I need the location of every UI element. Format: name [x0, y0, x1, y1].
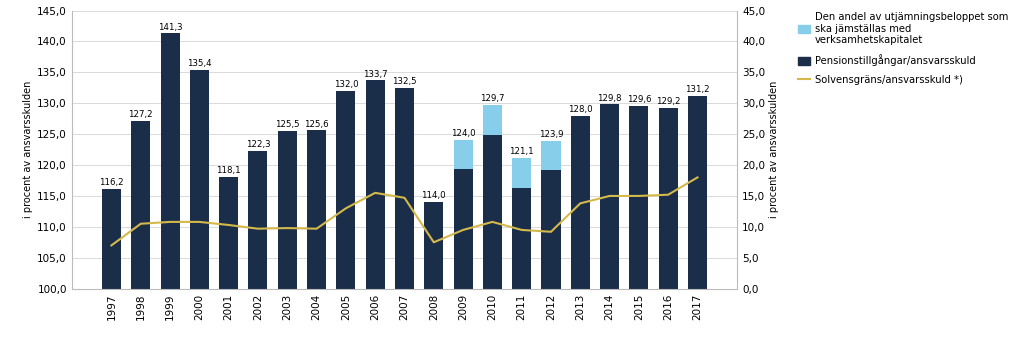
Text: 122,3: 122,3 — [246, 140, 270, 149]
Text: 141,3: 141,3 — [158, 23, 182, 32]
Text: 124,0: 124,0 — [451, 130, 475, 138]
Bar — [570, 115, 590, 289]
Bar — [658, 108, 678, 289]
Text: 125,6: 125,6 — [304, 120, 329, 128]
Bar — [542, 170, 560, 289]
Y-axis label: i procent av ansvarsskulden: i procent av ansvarsskulden — [23, 81, 33, 218]
Legend: Den andel av utjämningsbeloppet som
ska jämställas med
verksamhetskapitalet, Pen: Den andel av utjämningsbeloppet som ska … — [796, 10, 1010, 87]
Text: 129,8: 129,8 — [597, 94, 622, 103]
Text: 129,2: 129,2 — [656, 98, 681, 106]
Bar — [189, 70, 209, 289]
Bar — [483, 136, 502, 289]
Bar — [424, 202, 443, 289]
Bar — [600, 105, 620, 289]
Bar — [542, 141, 560, 170]
Bar — [278, 131, 297, 289]
Text: 132,0: 132,0 — [334, 80, 358, 89]
Text: 135,4: 135,4 — [187, 59, 212, 68]
Bar — [512, 158, 531, 188]
Bar — [161, 33, 179, 289]
Bar — [454, 169, 473, 289]
Bar — [249, 151, 267, 289]
Text: 116,2: 116,2 — [99, 178, 124, 187]
Text: 129,7: 129,7 — [480, 94, 505, 103]
Bar — [307, 131, 326, 289]
Bar — [102, 189, 121, 289]
Bar — [454, 140, 473, 169]
Text: 133,7: 133,7 — [362, 70, 387, 78]
Bar — [366, 80, 385, 289]
Bar — [219, 177, 239, 289]
Bar — [688, 96, 707, 289]
Text: 131,2: 131,2 — [685, 85, 710, 94]
Bar — [483, 105, 502, 136]
Text: 129,6: 129,6 — [627, 95, 651, 104]
Bar — [630, 106, 648, 289]
Bar — [512, 188, 531, 289]
Bar — [336, 91, 355, 289]
Text: 125,5: 125,5 — [275, 120, 300, 129]
Text: 127,2: 127,2 — [128, 110, 153, 119]
Text: 114,0: 114,0 — [422, 191, 446, 200]
Bar — [131, 120, 151, 289]
Text: 121,1: 121,1 — [509, 147, 534, 156]
Text: 123,9: 123,9 — [539, 130, 563, 139]
Text: 118,1: 118,1 — [216, 166, 241, 175]
Text: 128,0: 128,0 — [568, 105, 593, 114]
Text: 132,5: 132,5 — [392, 77, 417, 86]
Bar — [395, 88, 414, 289]
Y-axis label: i procent av ansvarsskulden: i procent av ansvarsskulden — [769, 81, 779, 218]
